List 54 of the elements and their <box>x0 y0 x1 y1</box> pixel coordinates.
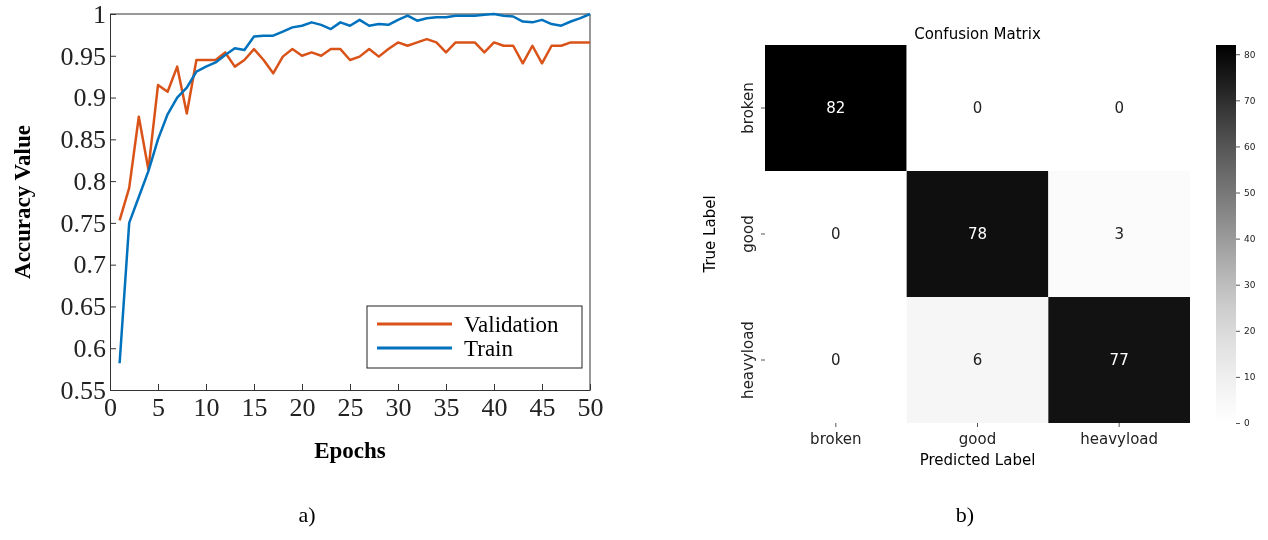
color-bar-label: 80 <box>1244 49 1256 60</box>
text: a) <box>298 502 316 527</box>
x-tick-label: 15 <box>241 393 268 423</box>
x-tick-label: 5 <box>152 393 165 423</box>
color-bar-label: 60 <box>1244 141 1256 152</box>
y-tick-label: 0.55 <box>60 375 106 405</box>
y-tick-label: broken <box>739 82 757 134</box>
data-label: 0 <box>831 351 841 369</box>
x-tick-label: broken <box>810 429 862 448</box>
y-tick-label: 0.8 <box>73 166 106 196</box>
line-series <box>118 12 592 365</box>
x-tick-label: 50 <box>577 393 604 423</box>
color-bar-label: 10 <box>1244 372 1256 383</box>
y-tick-label: 0.7 <box>73 250 106 280</box>
y-tick-label: 0.95 <box>60 41 106 71</box>
y-tick-label: good <box>739 215 757 253</box>
color-bar-label: 40 <box>1244 233 1256 244</box>
x-tick-label: 45 <box>529 393 556 423</box>
data-label: 6 <box>972 351 983 369</box>
x-axis-title: Predicted Label <box>919 451 1036 469</box>
x-tick-label: heavyload <box>1080 429 1159 448</box>
data-label: 0 <box>831 225 841 243</box>
y-tick-label: 0.75 <box>60 208 106 238</box>
y-tick-label: 0.85 <box>60 125 106 155</box>
text: b) <box>955 502 975 527</box>
x-axis-title: Epochs <box>314 438 386 463</box>
color-bar-label: 30 <box>1244 280 1256 291</box>
data-label: 78 <box>967 225 988 243</box>
legend-label: Validation <box>464 312 560 337</box>
chart-title: Confusion Matrix <box>914 25 1041 43</box>
color-bar-label: 20 <box>1244 326 1256 337</box>
data-label: 77 <box>1109 351 1129 369</box>
x-tick-label: 20 <box>289 393 316 423</box>
color-bar-label: 50 <box>1244 187 1256 198</box>
x-tick-label: 25 <box>337 393 364 423</box>
y-tick-label: 1 <box>93 0 106 29</box>
y-axis-title: Accuracy Value <box>10 125 35 279</box>
data-label: 0 <box>1114 99 1124 117</box>
data-label: 82 <box>826 99 846 117</box>
legend-label: Train <box>464 336 514 361</box>
line-series <box>118 37 592 222</box>
y-axis-title: True Label <box>701 195 719 274</box>
x-tick-label: 35 <box>433 393 460 423</box>
x-tick-label: 10 <box>193 393 220 423</box>
color-bar-label: 70 <box>1244 95 1256 106</box>
data-label: 0 <box>972 99 983 117</box>
x-tick-label: 40 <box>481 393 508 423</box>
y-tick-label: 0.65 <box>60 292 106 322</box>
x-tick-label: good <box>958 429 997 448</box>
x-tick-label: 0 <box>104 393 117 423</box>
y-tick-label: 0.9 <box>73 83 106 113</box>
y-tick-label: 0.6 <box>73 334 106 364</box>
data-label: 3 <box>1114 225 1124 243</box>
x-tick-label: 30 <box>385 393 412 423</box>
